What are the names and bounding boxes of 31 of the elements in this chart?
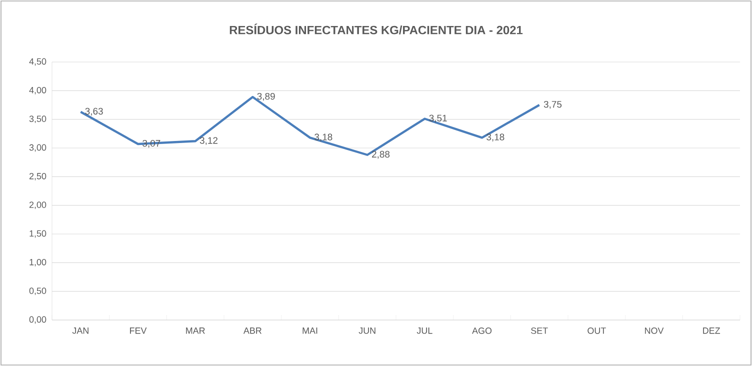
x-tick-label: JUL xyxy=(416,328,432,334)
y-tick-label: 4,50 xyxy=(29,58,46,66)
x-tick-label: DEZ xyxy=(703,328,720,334)
y-tick-label: 1,00 xyxy=(30,258,46,266)
y-tick-label: 2,00 xyxy=(29,202,46,210)
y-tick-label: 3,00 xyxy=(29,144,46,152)
data-label: 3,63 xyxy=(85,108,103,116)
data-label: 3,75 xyxy=(544,100,562,109)
data-label: 3,18 xyxy=(486,134,504,142)
chart-title: RESÍDUOS INFECTANTES KG/PACIENTE DIA - 2021 xyxy=(230,24,523,34)
x-tick-label: MAR xyxy=(186,328,205,334)
y-tick-label: 0,00 xyxy=(29,316,46,324)
data-label: 2,88 xyxy=(372,150,390,159)
y-tick-label: 2,50 xyxy=(29,172,46,180)
y-tick-label: 0,50 xyxy=(29,288,46,296)
x-tick-label: MAI xyxy=(302,328,318,334)
y-tick-label: 4,00 xyxy=(29,86,46,94)
x-tick-label: AGO xyxy=(472,328,492,334)
data-label: 3,89 xyxy=(257,92,275,101)
data-label: 3,18 xyxy=(314,134,332,142)
data-label: 3,51 xyxy=(429,114,447,123)
x-tick-label: SET xyxy=(531,328,548,334)
y-tick-label: 3,50 xyxy=(29,116,46,124)
x-tick-label: NOV xyxy=(645,328,664,334)
x-tick-label: FEV xyxy=(130,328,147,334)
y-tick-label: 1,50 xyxy=(30,230,46,238)
x-tick-label: OUT xyxy=(588,328,606,334)
x-tick-label: JUN xyxy=(358,328,376,334)
x-tick-label: ABR xyxy=(243,328,262,334)
x-tick-label: JAN xyxy=(72,328,88,334)
data-label: 3,12 xyxy=(200,137,218,145)
